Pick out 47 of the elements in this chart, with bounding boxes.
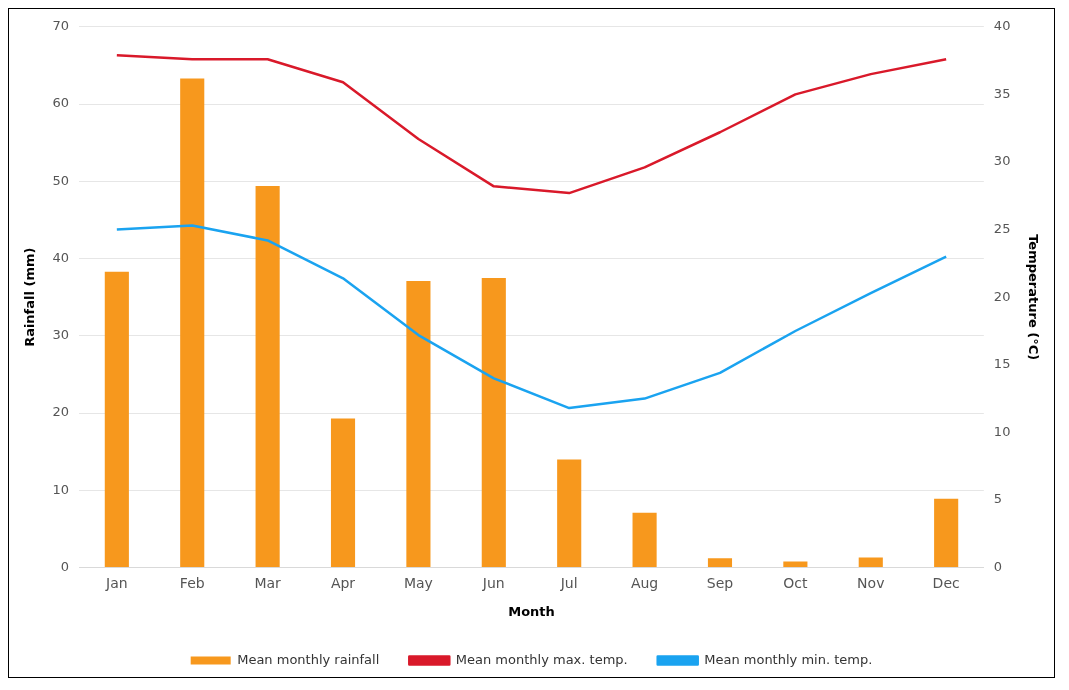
x-tick-label: Apr — [330, 574, 356, 591]
legend-label: Mean monthly min. temp. — [704, 651, 873, 667]
x-tick-label: Jul — [559, 574, 578, 591]
bar — [707, 558, 733, 568]
x-tick-label: Feb — [179, 574, 205, 591]
y2-tick-label: 15 — [993, 356, 1011, 372]
y2-axis-title: Temperature (°C) — [1025, 234, 1041, 361]
y2-tick-label: 0 — [993, 558, 1003, 574]
y2-tick-label: 35 — [993, 85, 1011, 101]
bar — [406, 280, 431, 568]
y-tick-label: 20 — [52, 404, 70, 420]
bar — [481, 277, 506, 568]
bar — [557, 459, 582, 568]
y-tick-label: 0 — [60, 558, 70, 574]
bar — [783, 561, 808, 568]
bar — [255, 185, 280, 568]
x-tick-label: Jun — [481, 574, 505, 591]
y-axis-title: Rainfall (mm) — [22, 247, 38, 347]
y2-tick-label: 10 — [993, 423, 1011, 439]
x-tick-label: Sep — [706, 574, 734, 591]
y-tick-label: 50 — [52, 172, 70, 188]
x-tick-label: Mar — [254, 574, 282, 591]
y2-tick-label: 5 — [993, 491, 1003, 507]
x-axis-title: Month — [508, 603, 555, 619]
y-tick-label: 40 — [52, 249, 70, 265]
x-tick-label: Dec — [932, 574, 960, 591]
y2-tick-label: 40 — [993, 18, 1011, 34]
y2-tick-label: 25 — [993, 220, 1011, 236]
bar — [858, 557, 883, 568]
y-tick-label: 70 — [52, 18, 70, 34]
y-tick-label: 30 — [52, 327, 70, 343]
y2-tick-label: 20 — [993, 288, 1011, 304]
bar — [104, 271, 129, 568]
x-tick-label: Nov — [857, 574, 885, 591]
x-tick-label: May — [403, 574, 433, 591]
x-tick-label: Oct — [783, 574, 808, 591]
bar — [330, 418, 356, 568]
y-tick-label: 60 — [52, 95, 70, 111]
bar — [632, 512, 657, 568]
bar — [180, 78, 205, 568]
y-tick-label: 10 — [52, 481, 70, 497]
y2-tick-label: 30 — [993, 153, 1011, 169]
legend-label: Mean monthly rainfall — [237, 651, 380, 667]
x-tick-label: Jan — [105, 574, 128, 591]
x-tick-label: Aug — [630, 574, 659, 591]
legend-label: Mean monthly max. temp. — [455, 651, 628, 667]
bar — [934, 498, 959, 568]
